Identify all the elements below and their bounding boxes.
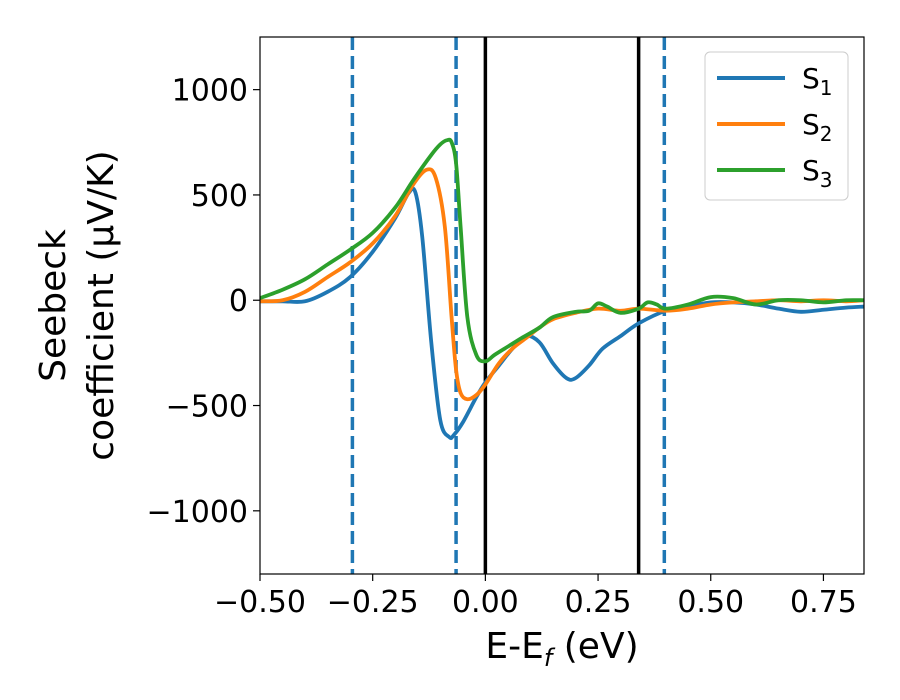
series-lines [260, 137, 864, 441]
x-axis-label-unit: (eV) [552, 626, 638, 667]
y-tick-label: 0 [229, 284, 248, 319]
y-tick-label: −500 [166, 390, 248, 425]
legend: S1 S2 S3 [704, 51, 849, 201]
x-tick-label: 0.75 [790, 585, 857, 620]
x-axis-ticks: −0.50 −0.25 0.00 0.25 0.50 0.75 [214, 574, 857, 620]
x-tick-label: −0.50 [214, 585, 306, 620]
series-line-s3 [260, 137, 864, 364]
plot-frame [259, 36, 865, 575]
y-axis-ticks: 1000 500 0 −500 −1000 [147, 74, 260, 530]
series-line-s2 [260, 167, 864, 402]
x-tick-label: 0.50 [677, 585, 744, 620]
legend-label-s3: S3 [802, 154, 833, 192]
legend-label-s1: S1 [802, 62, 833, 100]
legend-label-s2: S2 [802, 108, 833, 146]
y-axis-label: Seebeck coefficient (μV/K) [33, 150, 122, 460]
y-tick-label: 1000 [172, 74, 248, 109]
y-axis-label-line2: coefficient (μV/K) [81, 150, 122, 460]
x-axis-label: E-Ef (eV) [485, 626, 638, 672]
reference-lines [350, 37, 667, 574]
y-tick-label: 500 [191, 179, 248, 214]
x-tick-label: 0.00 [452, 585, 519, 620]
x-tick-label: −0.25 [327, 585, 419, 620]
y-tick-label: −1000 [147, 495, 248, 530]
x-tick-label: 0.25 [565, 585, 632, 620]
y-axis-label-line1: Seebeck [33, 229, 74, 382]
